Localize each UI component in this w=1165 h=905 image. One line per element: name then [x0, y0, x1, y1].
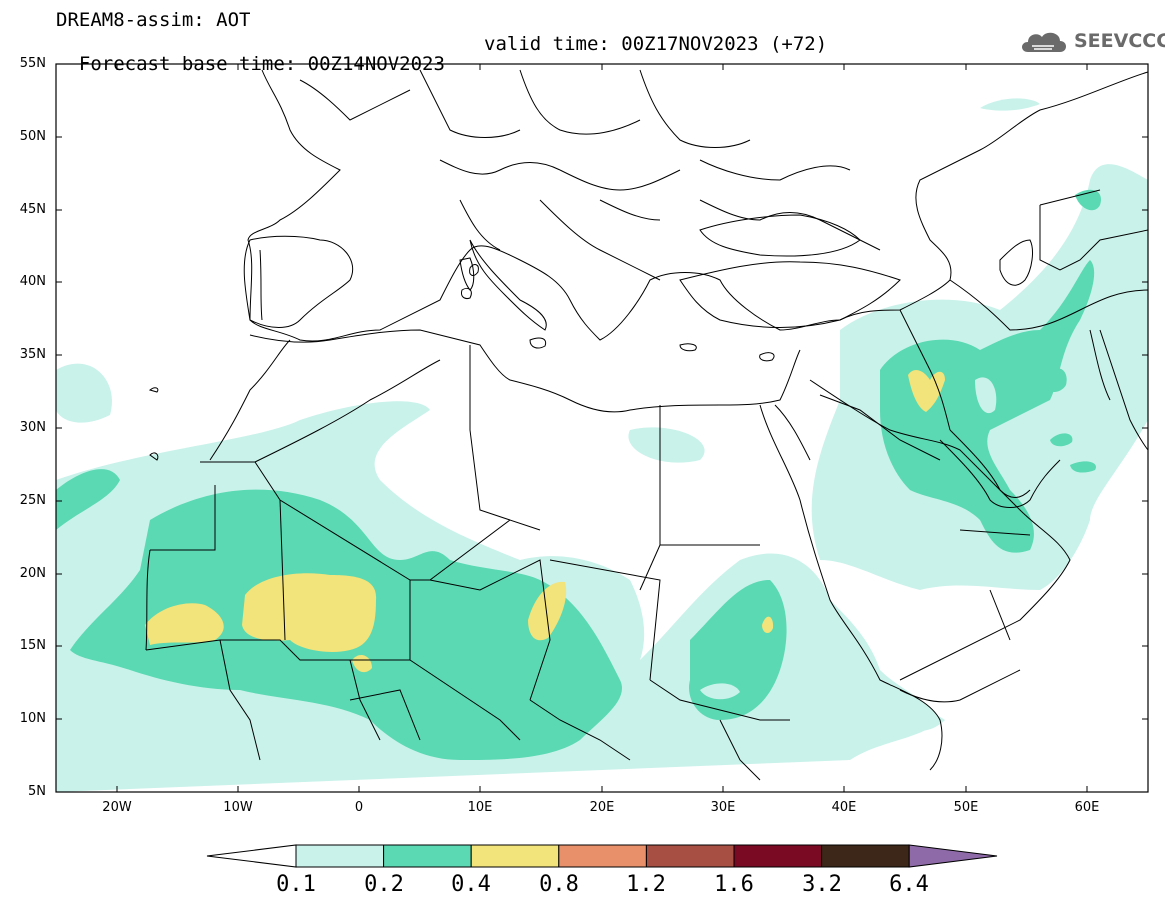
- lon-label: 20E: [589, 800, 615, 815]
- lon-label: 60E: [1074, 800, 1100, 815]
- colorbar-label: 1.2: [626, 872, 666, 897]
- lat-label: 20N: [19, 566, 46, 581]
- lon-label: 30E: [710, 800, 736, 815]
- lat-label: 45N: [19, 202, 46, 217]
- lon-label: 10W: [223, 800, 253, 815]
- map-title: DREAM8-assim: AOT: [56, 9, 251, 31]
- lat-label: 35N: [19, 347, 46, 362]
- lon-label: 10E: [467, 800, 493, 815]
- aot-band-0.4-0.8: [145, 370, 945, 673]
- lat-label: 55N: [19, 56, 46, 71]
- colorbar-seg-6: [821, 844, 910, 868]
- lon-label: 40E: [831, 800, 857, 815]
- country-borders: [145, 69, 1148, 781]
- aot-band-0.1-0.2-inner: [700, 377, 997, 700]
- colorbar-seg-4: [645, 844, 735, 868]
- lon-label: 0: [354, 800, 364, 815]
- colorbar-label: 0.1: [276, 872, 316, 897]
- colorbar-under-arrow: [206, 844, 297, 868]
- colorbar-seg-0: [295, 844, 385, 868]
- colorbar-seg-1: [383, 844, 472, 868]
- axis-ticks: [56, 63, 1148, 792]
- colorbar-over-arrow: [908, 844, 998, 868]
- lat-label: 25N: [19, 493, 46, 508]
- colorbar-label: 1.6: [714, 872, 754, 897]
- lat-label: 5N: [28, 784, 46, 799]
- lon-label: 20W: [102, 800, 132, 815]
- colorbar: [206, 844, 998, 868]
- valid-time-label: valid time: 00Z17NOV2023 (+72): [484, 33, 828, 55]
- cloud-icon: [1022, 32, 1066, 52]
- colorbar-label: 0.4: [451, 872, 491, 897]
- colorbar-seg-2: [470, 844, 560, 868]
- islands: [148, 264, 775, 461]
- lat-label: 40N: [19, 274, 46, 289]
- colorbar-seg-5: [733, 844, 823, 868]
- colorbar-seg-3: [558, 844, 647, 868]
- colorbar-label: 6.4: [889, 872, 929, 897]
- seevccc-logo: SEEVCCC: [1018, 24, 1165, 58]
- lat-label: 15N: [19, 638, 46, 653]
- colorbar-label: 0.2: [364, 872, 404, 897]
- colorbar-label: 0.8: [539, 872, 579, 897]
- lat-label: 50N: [19, 129, 46, 144]
- lat-label: 30N: [19, 420, 46, 435]
- colorbar-label: 3.2: [802, 872, 842, 897]
- logo-text: SEEVCCC: [1074, 30, 1165, 52]
- lon-label: 50E: [953, 800, 979, 815]
- lat-label: 10N: [19, 711, 46, 726]
